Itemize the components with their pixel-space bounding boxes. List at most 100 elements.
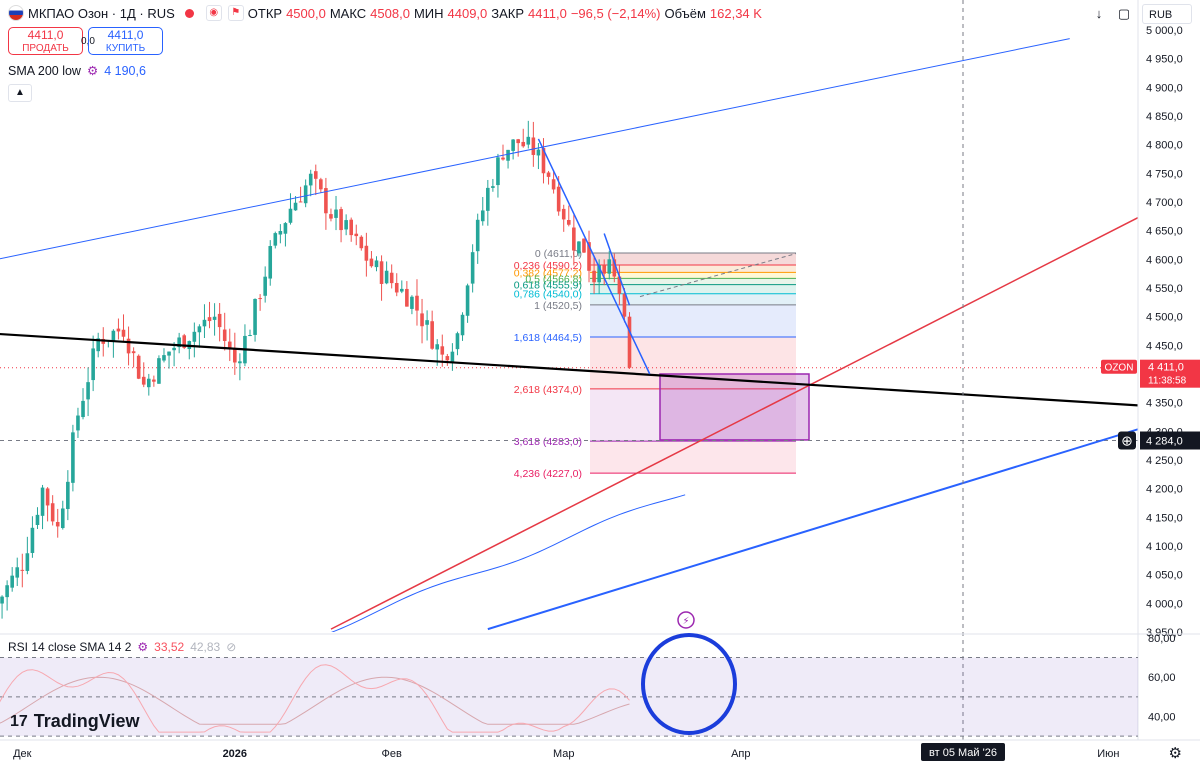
candle-body — [577, 241, 581, 254]
fib-zone-band — [590, 337, 796, 389]
fib-zone-band — [590, 264, 796, 273]
candle-body — [116, 328, 121, 332]
candle-body — [25, 553, 30, 571]
trendline-drawdown-2 — [603, 233, 631, 306]
candle-body — [177, 337, 181, 348]
sma-settings-icon[interactable]: ⚙ — [86, 64, 99, 78]
download-icon[interactable]: ↓ — [1095, 6, 1103, 21]
candle-body — [81, 400, 85, 418]
time-crosshair-label: вт 05 Май '26 — [929, 747, 997, 759]
candle-body — [172, 347, 176, 351]
candle-body — [475, 219, 480, 252]
candle-body — [546, 172, 551, 177]
time-tick-label: Апр — [731, 748, 750, 760]
time-tick-label: Мар — [553, 748, 575, 760]
candle-body — [541, 147, 546, 174]
candle-body — [602, 265, 606, 274]
add-alert-button — [1118, 431, 1136, 450]
market-status-icon — [184, 8, 194, 18]
plus-icon: ⊕ — [1121, 433, 1133, 449]
price-tick-label: 4 900,0 — [1146, 82, 1183, 94]
rsi-legend[interactable]: RSI 14 close SMA 14 2 ⚙ 33,52 42,83 ⊘ — [8, 640, 236, 654]
candle-body — [45, 488, 50, 506]
collapse-legend-button[interactable]: ▲ — [8, 84, 32, 102]
candle-body — [324, 188, 328, 214]
price-tick-label: 3 950,0 — [1146, 627, 1183, 639]
candle-body — [202, 319, 207, 327]
candle-body — [5, 585, 9, 598]
candle-body — [566, 220, 571, 225]
candle-body — [121, 329, 126, 337]
candle-body — [66, 481, 70, 509]
candle-body — [268, 246, 273, 279]
time-tick-label: Июн — [1097, 748, 1119, 760]
price-tick-label: 4 150,0 — [1146, 512, 1183, 524]
eye-icon[interactable]: ◉ — [205, 5, 222, 21]
candle-body — [15, 567, 20, 578]
flag-icon[interactable]: ⚑ — [227, 5, 244, 21]
last-price-value: 4 411,0 — [1148, 362, 1184, 374]
fullscreen-icon[interactable]: ▢ — [1117, 6, 1131, 21]
gear-icon[interactable]: ⚙ — [1168, 745, 1182, 762]
symbol-title[interactable]: МКПАО Озон · 1Д · RUS — [28, 5, 175, 21]
volume-value: 162,34 K — [709, 5, 762, 21]
candle-body — [157, 358, 161, 384]
price-tick-label: 4 700,0 — [1146, 197, 1183, 209]
sma-legend[interactable]: SMA 200 low ⚙ 4 190,6 — [8, 63, 146, 79]
candle-body — [394, 282, 399, 293]
rsi-label: RSI 14 close SMA 14 2 — [8, 640, 132, 654]
rsi-line — [0, 664, 630, 733]
candle-body — [470, 252, 475, 284]
fib-level-label: 0 (4611,0) — [535, 248, 582, 260]
candle-body — [0, 596, 4, 604]
rsi-sma-value: 42,83 — [190, 640, 221, 654]
candle-body — [222, 329, 227, 341]
price-tick-label: 4 650,0 — [1146, 226, 1183, 238]
candle-body — [303, 185, 308, 204]
candle-body — [182, 335, 187, 348]
alert-circle-icon — [677, 611, 695, 629]
rsi-settings-icon[interactable]: ⚙ — [137, 640, 149, 654]
fib-level-label: 0,236 (4590,2) — [514, 260, 582, 272]
candle-body — [339, 209, 343, 231]
candle-body — [486, 187, 490, 211]
candle-body — [491, 186, 495, 188]
buy-price: 4411,0 — [107, 28, 144, 42]
candle-body — [344, 220, 348, 230]
candle-body — [192, 331, 197, 342]
candle-body — [253, 298, 257, 335]
candle-body — [572, 227, 576, 251]
candle-body — [536, 149, 541, 156]
candle-body — [359, 236, 364, 249]
buy-button[interactable]: 4411,0 КУПИТЬ — [88, 27, 163, 55]
candle-body — [430, 321, 434, 349]
price-tick-label: 4 000,0 — [1146, 598, 1183, 610]
last-price-ticker-tag — [1101, 359, 1137, 374]
trendline-drawdown-1 — [537, 138, 651, 375]
candle-body — [612, 259, 617, 277]
volume-label: Объём — [664, 5, 706, 21]
candle-body — [91, 348, 95, 381]
close-label: ЗАКР — [491, 5, 525, 21]
candle-body — [450, 351, 455, 362]
candle-body — [496, 157, 500, 186]
change-value: −96,5 (−2,14%) — [570, 5, 661, 21]
fib-trend-line — [639, 253, 797, 298]
candle-body — [35, 514, 40, 526]
candle-body — [410, 296, 414, 309]
candle-body — [141, 376, 146, 385]
candle-body — [364, 245, 369, 261]
candle-body — [207, 317, 212, 322]
candle-body — [283, 223, 288, 234]
candle-body — [379, 261, 384, 284]
sell-button[interactable]: 4411,0 ПРОДАТЬ — [8, 27, 83, 55]
candle-body — [131, 351, 136, 354]
price-tick-label: 4 850,0 — [1146, 111, 1183, 123]
price-tick-label: 4 350,0 — [1146, 398, 1183, 410]
candle-body — [592, 270, 596, 283]
candle-body — [217, 313, 222, 328]
candle-body — [455, 333, 460, 350]
low-label: МИН — [413, 5, 444, 21]
currency-selector[interactable]: RUB — [1142, 4, 1192, 24]
